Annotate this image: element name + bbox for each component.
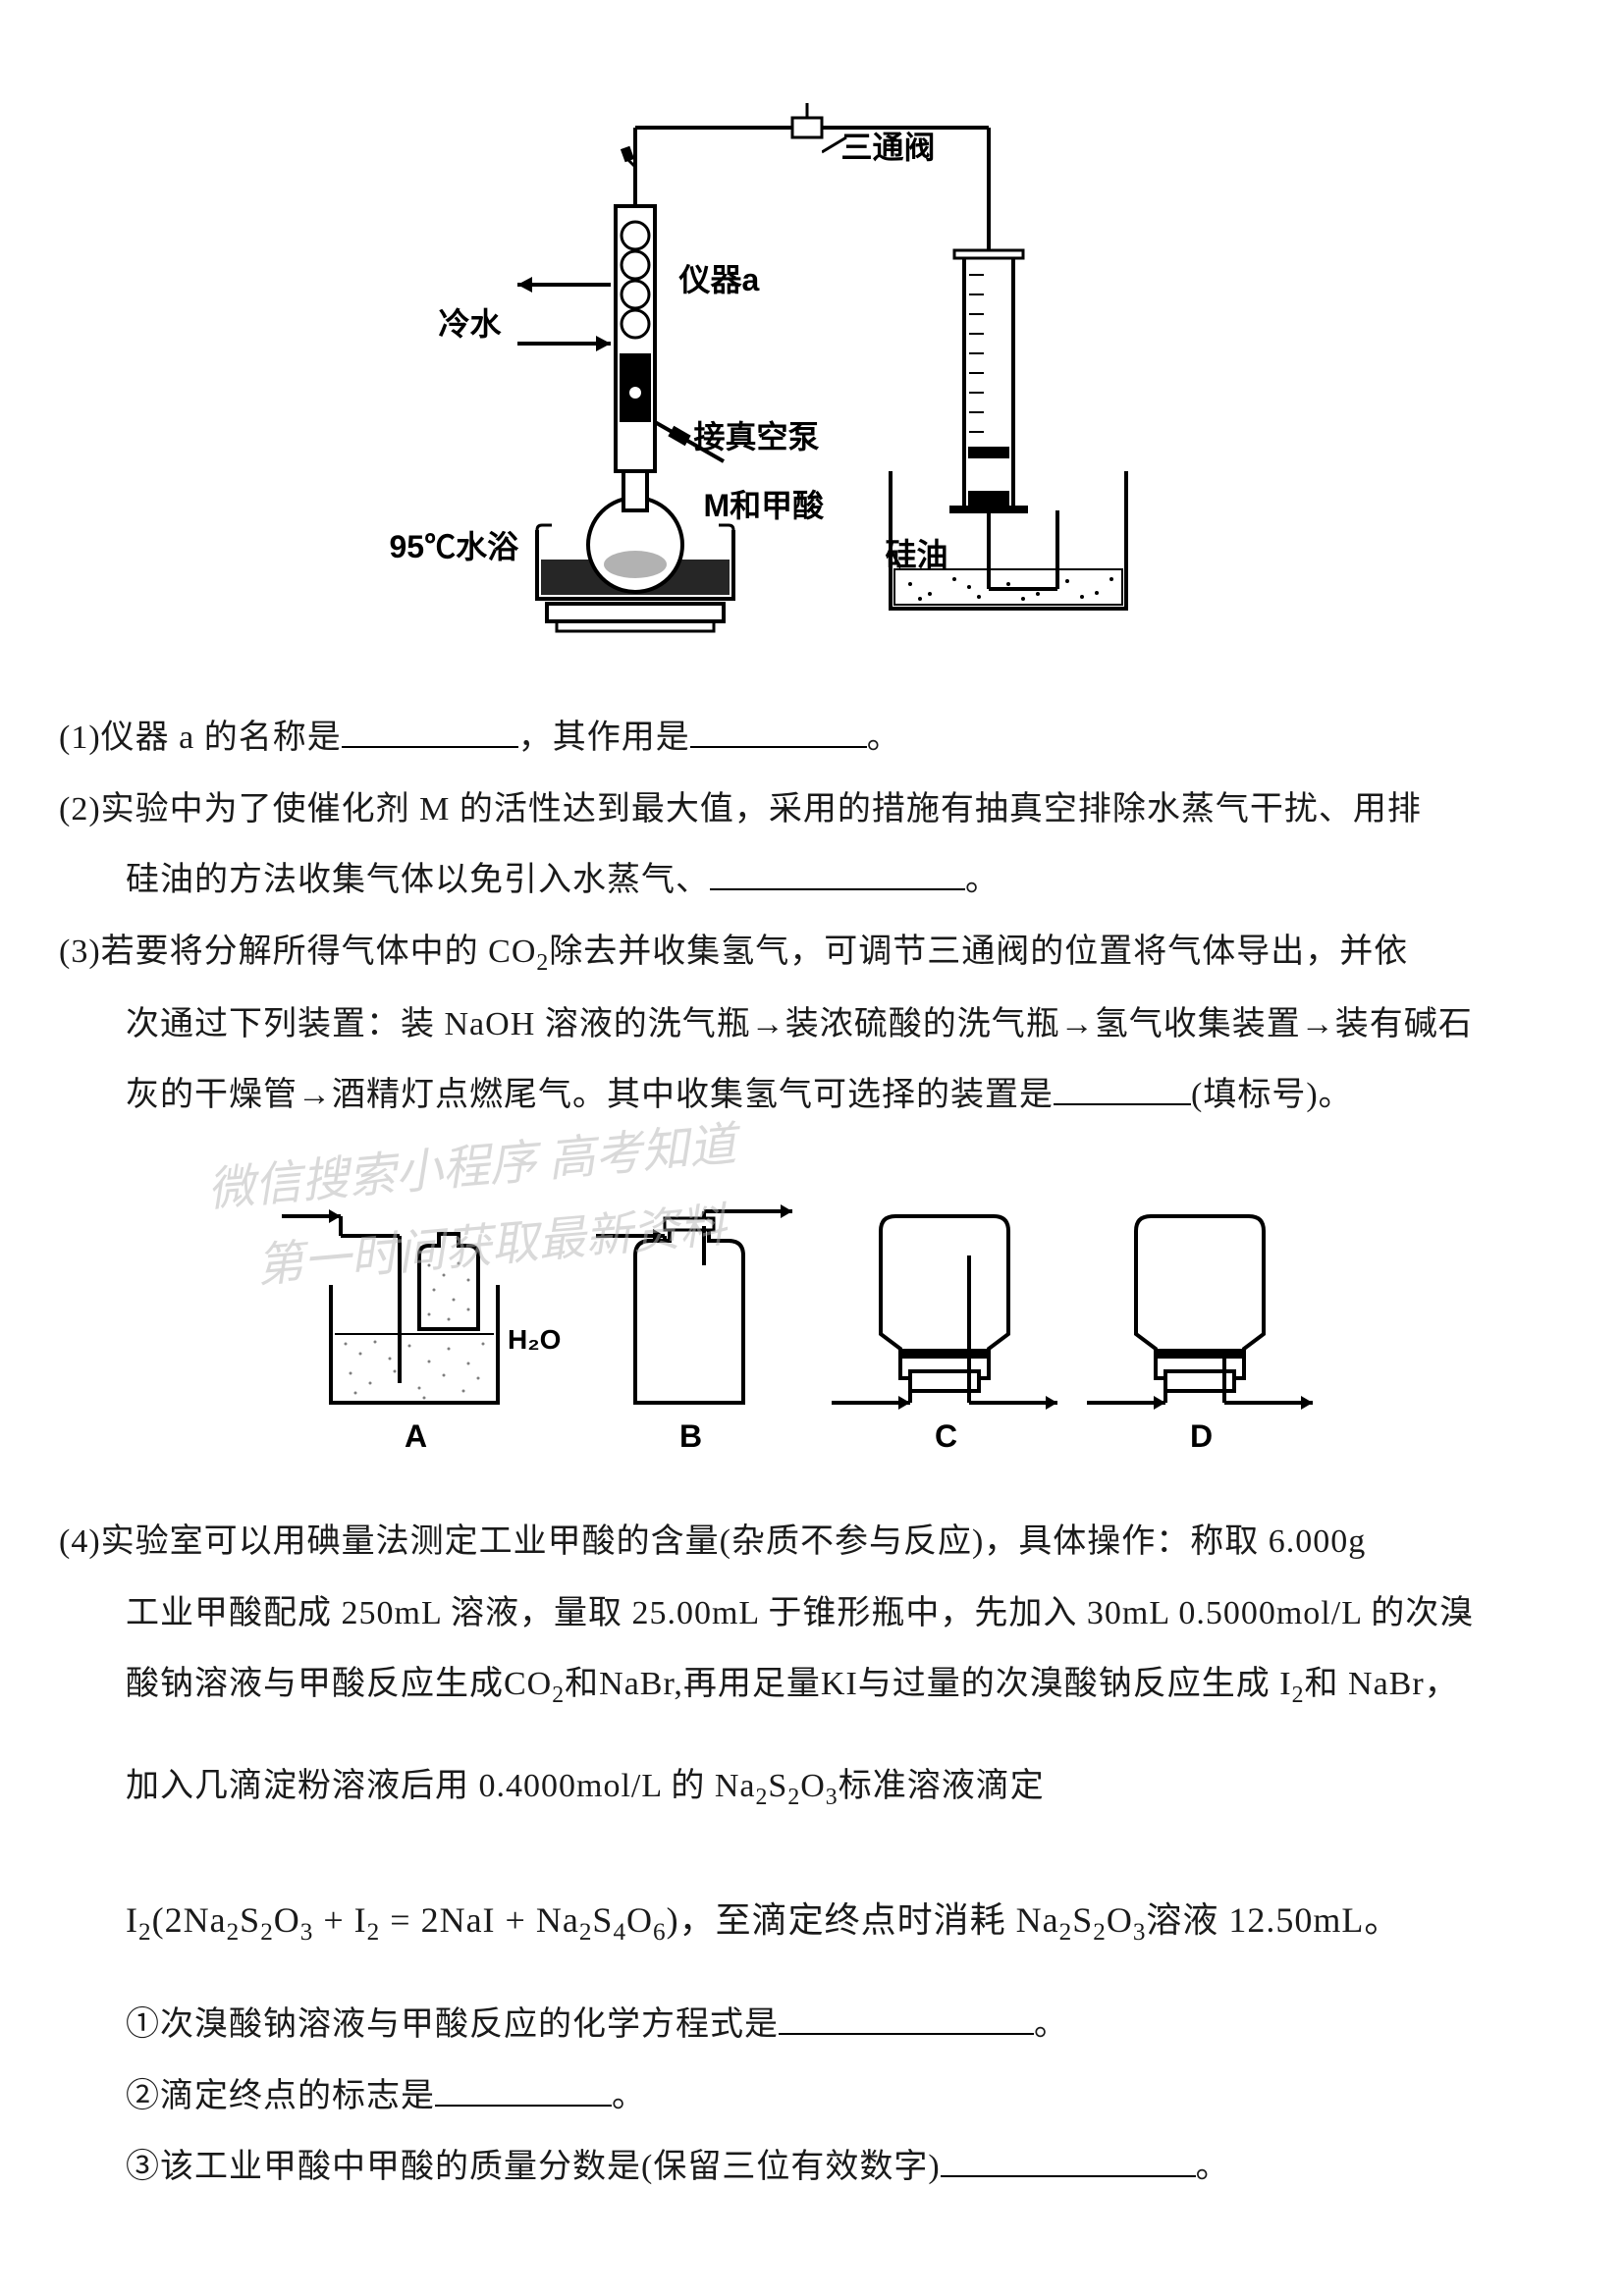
q4-l3-s1: 2 (552, 1682, 565, 1708)
q4-l3-p3: 和 NaBr， (1305, 1666, 1459, 1702)
eq-s11: 3 (1133, 1919, 1147, 1946)
option-c-group: C (832, 1216, 1057, 1454)
q1-line: (1)仪器 a 的名称是 ，其作用是 。 (59, 707, 1564, 771)
q2-line2-wrap: 硅油的方法收集气体以免引入水蒸气、 。 (59, 849, 1564, 913)
eq-p9: )，至滴定终点时消耗 Na (667, 1900, 1059, 1940)
eq-s7: 4 (613, 1919, 626, 1946)
q4-sub3-suffix: 。 (1196, 2149, 1230, 2185)
option-b-group: B (596, 1204, 792, 1454)
q2-line2: 硅油的方法收集气体以免引入水蒸气、 (126, 862, 710, 898)
q4-sub1-suffix: 。 (1034, 2006, 1068, 2043)
q4-line1: (4)实验室可以用碘量法测定工业甲酸的含量(杂质不参与反应)，具体操作：称取 6… (59, 1511, 1564, 1575)
label-water-bath: 95℃水浴 (390, 522, 519, 567)
eq-s1: 2 (138, 1919, 152, 1946)
q3-line1-cont: 除去并收集氢气，可调节三通阀的位置将气体导出，并依 (549, 934, 1408, 970)
q4-l3-s2: 2 (1292, 1682, 1305, 1708)
q4-equation-wrap: I2(2Na2S2O3 + I2 = 2NaI + Na2S4O6)，至滴定终点… (59, 1887, 1564, 1956)
label-vacuum-pump: 接真空泵 (694, 412, 820, 457)
option-c-label: C (935, 1418, 957, 1454)
q4-line3-wrap: 酸钠溶液与甲酸反应生成CO2和NaBr,再用足量KI与过量的次溴酸钠反应生成 I… (59, 1653, 1564, 1718)
q1-prefix: (1)仪器 a 的名称是 (59, 720, 342, 756)
q4-sub3-wrap: ③该工业甲酸中甲酸的质量分数是(保留三位有效数字) 。 (59, 2136, 1564, 2200)
eq-p5: + I (313, 1900, 366, 1940)
q3-line3-wrap: 灰的干燥管→酒精灯点燃尾气。其中收集氢气可选择的装置是 (填标号)。 (59, 1064, 1564, 1128)
q2-line1: (2)实验中为了使催化剂 M 的活性达到最大值，采用的措施有抽真空排除水蒸气干扰… (59, 778, 1564, 842)
q4-sub2-wrap: ②滴定终点的标志是 。 (59, 2065, 1564, 2129)
pointer-line-1 (822, 133, 851, 162)
label-instrument-a: 仪器a (679, 255, 760, 300)
q4-sub2: ②滴定终点的标志是 (126, 2078, 435, 2114)
q3-suffix: (填标号)。 (1191, 1077, 1353, 1113)
eq-p1: I (126, 1900, 138, 1940)
option-a-group: H₂O A (282, 1209, 561, 1454)
q1-suffix: 。 (867, 720, 901, 756)
q4-sub2-blank (435, 2077, 612, 2107)
q4-l3-p1: 酸钠溶液与甲酸反应生成CO (126, 1666, 552, 1702)
eq-p3: S (240, 1900, 260, 1940)
q3-line1-wrap: (3)若要将分解所得气体中的 CO2除去并收集氢气，可调节三通阀的位置将气体导出… (59, 921, 1564, 986)
label-three-way-valve: 三通阀 (841, 123, 936, 168)
q4-l4-p2: S (768, 1768, 787, 1804)
q4-sub3-blank (941, 2148, 1196, 2177)
options-figure-container: 微信搜索小程序 高考知道 第一时间获取最新资料 (59, 1157, 1564, 1471)
eq-p4: O (274, 1900, 300, 1940)
label-cold-water: 冷水 (439, 299, 502, 345)
q4-line4-wrap: 加入几滴淀粉溶液后用 0.4000mol/L 的 Na2S2O3标准溶液滴定 (59, 1755, 1564, 1820)
eq-s9: 2 (1059, 1919, 1073, 1946)
main-figure-container: 三通阀 冷水 仪器a 接真空泵 M和甲酸 95℃水浴 硅油 (59, 59, 1564, 648)
q4-sub3: ③该工业甲酸中甲酸的质量分数是(保留三位有效数字) (126, 2149, 941, 2185)
q4-sub2-suffix: 。 (612, 2078, 646, 2114)
options-svg: H₂O A B (272, 1157, 1352, 1471)
h2o-label: H₂O (508, 1324, 561, 1355)
label-m-formic: M和甲酸 (704, 481, 825, 526)
q1-blank1 (342, 719, 518, 748)
eq-s5: 2 (367, 1919, 381, 1946)
q4-l3-p2: 和NaBr,再用足量KI与过量的次溴酸钠反应生成 I (565, 1666, 1291, 1702)
q1-blank2 (690, 719, 867, 748)
pointer-line-2 (861, 545, 900, 584)
q3-sub1: 2 (536, 950, 549, 976)
q4-sub1-wrap: ①次溴酸钠溶液与甲酸反应的化学方程式是 。 (59, 1994, 1564, 2057)
q4-l4-p1: 加入几滴淀粉溶液后用 0.4000mol/L 的 Na (126, 1768, 756, 1804)
eq-p10: S (1072, 1900, 1093, 1940)
q4-line2: 工业甲酸配成 250mL 溶液，量取 25.00mL 于锥形瓶中，先加入 30m… (59, 1582, 1564, 1646)
eq-p6: = 2NaI + Na (380, 1900, 579, 1940)
q3-line2: 次通过下列装置：装 NaOH 溶液的洗气瓶→装浓硫酸的洗气瓶→氢气收集装置→装有… (59, 993, 1564, 1057)
eq-p2: (2Na (152, 1900, 227, 1940)
q2-blank (710, 861, 965, 890)
eq-p8: O (626, 1900, 653, 1940)
option-d-label: D (1190, 1418, 1213, 1454)
q1-mid: ，其作用是 (518, 720, 690, 756)
q3-blank (1054, 1076, 1191, 1105)
q4-l4-p3: O (800, 1768, 826, 1804)
q3-line1: (3)若要将分解所得气体中的 CO (59, 934, 536, 970)
option-d-group: D (1087, 1216, 1313, 1454)
eq-p7: S (592, 1900, 613, 1940)
eq-s4: 3 (300, 1919, 314, 1946)
q4-l4-s2: 2 (787, 1785, 800, 1810)
apparatus-svg (419, 59, 1205, 648)
main-apparatus-diagram: 三通阀 冷水 仪器a 接真空泵 M和甲酸 95℃水浴 硅油 (419, 59, 1205, 648)
eq-s10: 2 (1093, 1919, 1107, 1946)
eq-p11: O (1107, 1900, 1133, 1940)
option-a-label: A (405, 1418, 427, 1454)
q4-sub1-blank (779, 2005, 1034, 2035)
option-b-label: B (679, 1418, 702, 1454)
eq-s8: 6 (653, 1919, 667, 1946)
eq-s2: 2 (227, 1919, 241, 1946)
q3-line3: 灰的干燥管→酒精灯点燃尾气。其中收集氢气可选择的装置是 (126, 1077, 1054, 1113)
q2-suffix: 。 (965, 862, 1000, 898)
q4-sub1: ①次溴酸钠溶液与甲酸反应的化学方程式是 (126, 2006, 779, 2043)
q4-l4-p4: 标准溶液滴定 (839, 1768, 1045, 1804)
q4-l4-s3: 3 (826, 1785, 839, 1810)
eq-s6: 2 (579, 1919, 593, 1946)
q4-l4-s1: 2 (756, 1785, 769, 1810)
eq-s3: 2 (260, 1919, 274, 1946)
eq-p12: 溶液 12.50mL。 (1146, 1900, 1400, 1940)
